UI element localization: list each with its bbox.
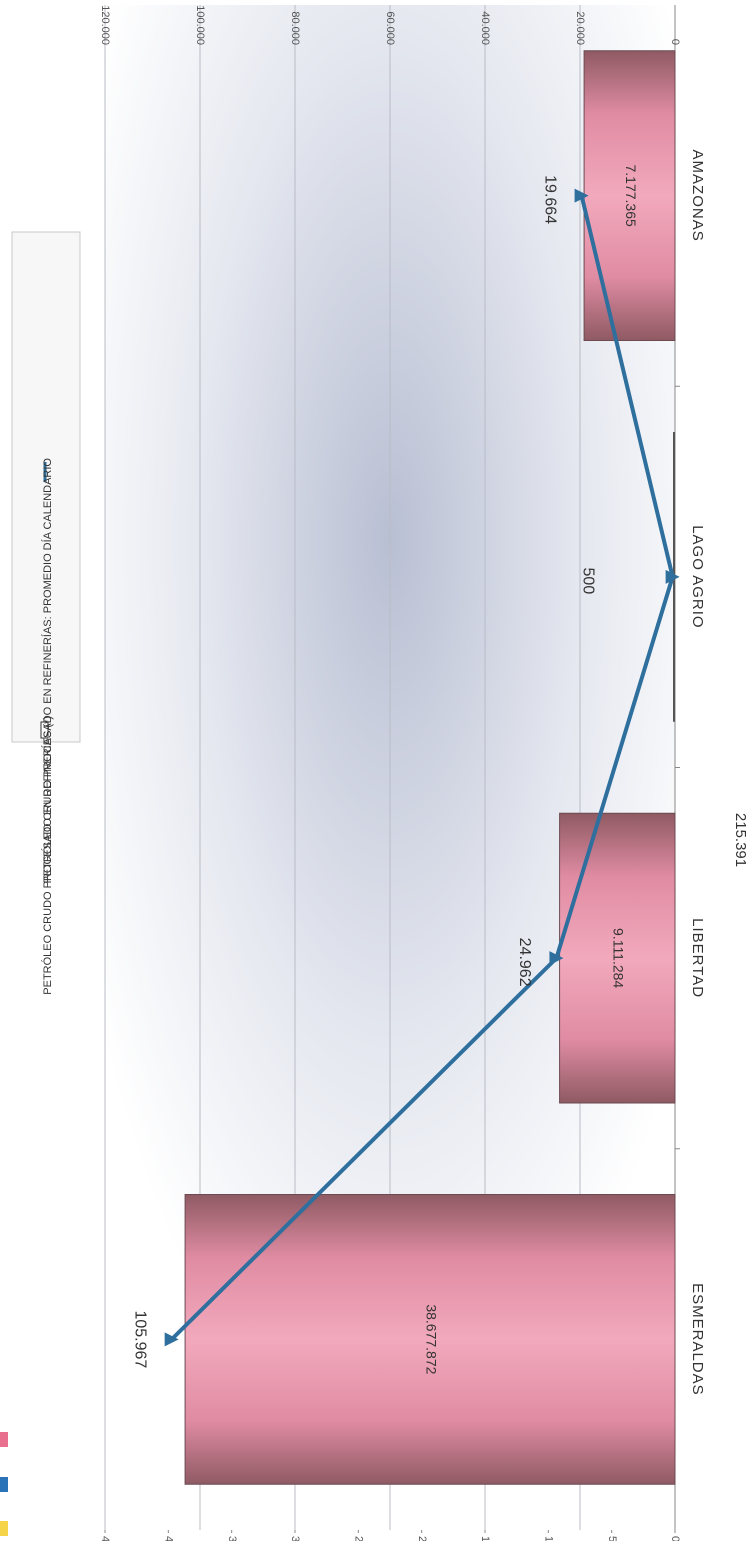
line-value-label: 500 [579, 568, 596, 595]
swatch-yellow [0, 1521, 8, 1536]
primary-tick-label: 20.000.000 [416, 1536, 428, 1541]
category-label: LAGO AGRIO [689, 525, 706, 628]
secondary-tick-label: 120.000 [99, 5, 111, 45]
primary-axis-ticks: 0 5.000.000 10.000.000 15.000.000 20.000.000… [99, 1530, 681, 1541]
category-labels: ESMERALDAS LIBERTAD LAGO AGRIO AMAZONAS [689, 150, 706, 1396]
primary-tick-label: 40.000.000 [162, 1536, 174, 1541]
primary-tick-label: 25.000.000 [352, 1536, 364, 1541]
legend-swatch-bars [40, 721, 49, 739]
category-ticks [675, 385, 680, 1150]
primary-tick-label: 5.000.000 [606, 1536, 618, 1541]
legend-box [11, 231, 81, 743]
category-label: AMAZONAS [689, 150, 706, 242]
primary-tick-label: 15.000.000 [479, 1536, 491, 1541]
primary-tick-label: 45.000.000 [99, 1536, 111, 1541]
line-value-label: 105.967 [131, 1310, 148, 1368]
legend-label-bars: PETRÓLEO CRUDO PROCESADO EN REFINERÍAS (… [41, 716, 54, 995]
legend: PETRÓLEO CRUDO PROCESADO EN REFINERÍAS (… [11, 231, 81, 995]
bar-value-label: 9.111.284 [611, 928, 627, 988]
primary-tick-label: 30.000.000 [289, 1536, 301, 1541]
bar [583, 50, 676, 341]
category-label: LIBERTAD [689, 918, 706, 998]
line-series [164, 188, 680, 1347]
bar-labels: 38.677.872 9.111.284 7.177.365 [423, 164, 639, 1374]
line-point-marker [574, 188, 589, 203]
bar [559, 812, 676, 1104]
point-labels: 105.967 24.962 500 19.664 [131, 175, 596, 1368]
corner-swatches [0, 1432, 8, 1536]
line-value-label: 19.664 [541, 175, 558, 224]
line-point-marker [549, 951, 564, 966]
secondary-tick-label: 80.000 [289, 11, 301, 45]
gridlines [104, 5, 581, 1530]
line-value-label: 24.962 [516, 938, 533, 987]
secondary-tick-label: 20.000 [574, 11, 586, 45]
line-point-marker [164, 1332, 179, 1347]
total-label: 215.391 [732, 813, 749, 867]
primary-tick-label: 0 [669, 1536, 681, 1541]
primary-tick-label: 10.000.000 [542, 1536, 554, 1541]
line-point-marker [665, 569, 680, 584]
bar-value-label: 38.677.872 [423, 1304, 439, 1374]
secondary-axis-ticks: 0 20.000 40.000 60.000 80.000 100.000 120.000 [99, 5, 681, 45]
secondary-tick-label: 60.000 [384, 11, 396, 45]
secondary-tick-label: 0 [669, 39, 681, 45]
secondary-tick-label: 100.000 [194, 5, 206, 45]
primary-tick-label: 35.000.000 [226, 1536, 238, 1541]
legend-label-line: PETRÓLEO CRUDO PROCESADO EN REFINERÍAS: … [41, 458, 54, 884]
category-label: ESMERALDAS [689, 1283, 706, 1396]
bar-value-label: 7.177.365 [623, 164, 639, 226]
swatch-pink [0, 1432, 8, 1447]
line-series-path [170, 195, 675, 1341]
swatch-blue [0, 1477, 8, 1492]
secondary-tick-label: 40.000 [479, 11, 491, 45]
